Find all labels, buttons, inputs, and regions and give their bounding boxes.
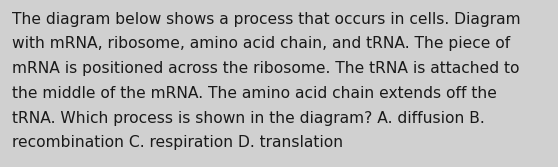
Text: the middle of the mRNA. The amino acid chain extends off the: the middle of the mRNA. The amino acid c… [12, 86, 497, 101]
Text: tRNA. Which process is shown in the diagram? A. diffusion B.: tRNA. Which process is shown in the diag… [12, 111, 485, 126]
Text: The diagram below shows a process that occurs in cells. Diagram: The diagram below shows a process that o… [12, 12, 521, 27]
Text: recombination C. respiration D. translation: recombination C. respiration D. translat… [12, 135, 343, 150]
Text: mRNA is positioned across the ribosome. The tRNA is attached to: mRNA is positioned across the ribosome. … [12, 61, 519, 76]
Text: with mRNA, ribosome, amino acid chain, and tRNA. The piece of: with mRNA, ribosome, amino acid chain, a… [12, 36, 511, 51]
